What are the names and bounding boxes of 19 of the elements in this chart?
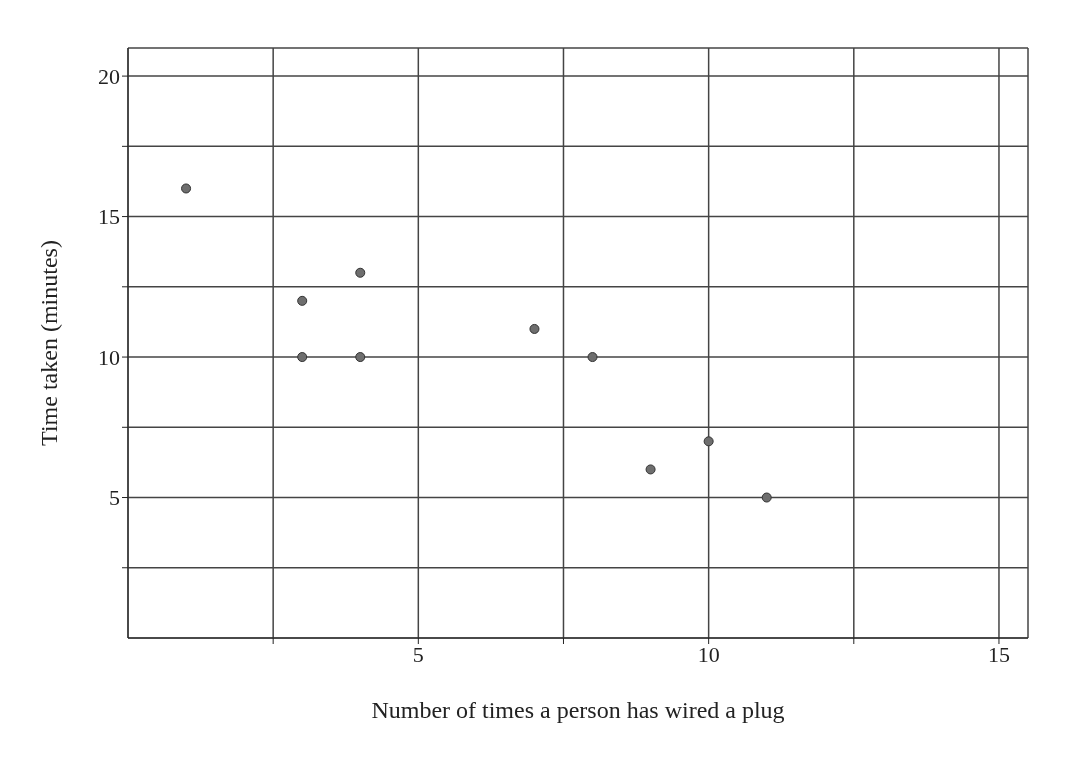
point xyxy=(297,352,308,363)
y-tick-label: 15 xyxy=(98,204,120,230)
point xyxy=(355,352,366,363)
x-tick-label: 15 xyxy=(987,641,1010,667)
y-tick-label: 5 xyxy=(109,485,120,511)
y-axis-title: Time taken (minutes) xyxy=(35,240,62,446)
point xyxy=(181,183,192,194)
point xyxy=(645,464,656,475)
x-tick-label: 5 xyxy=(412,641,424,667)
point xyxy=(703,436,714,447)
point xyxy=(529,323,540,334)
y-tick-label: 10 xyxy=(98,344,120,370)
y-tick-label: 20 xyxy=(98,63,120,89)
point xyxy=(587,352,598,363)
point xyxy=(761,492,772,503)
point xyxy=(355,267,366,278)
x-tick-label: 10 xyxy=(697,641,720,667)
point xyxy=(297,295,308,306)
x-axis-title: Number of times a person has wired a plug xyxy=(371,697,785,723)
